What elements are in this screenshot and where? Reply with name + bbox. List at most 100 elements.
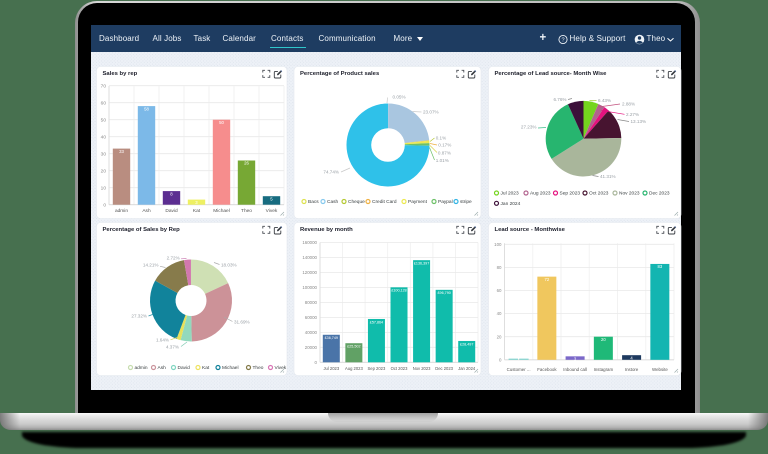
- svg-text:60000: 60000: [305, 315, 318, 320]
- svg-text:Payment: Payment: [408, 199, 428, 205]
- svg-text:David: David: [178, 365, 191, 371]
- svg-text:Website: Website: [652, 367, 668, 372]
- svg-text:Percentage of Lead source- Mon: Percentage of Lead source- Month Wise: [495, 71, 608, 77]
- svg-text:£96,790: £96,790: [437, 291, 450, 295]
- svg-text:Bacs: Bacs: [308, 199, 319, 205]
- svg-text:0.17%: 0.17%: [438, 143, 451, 148]
- svg-text:3: 3: [195, 200, 198, 205]
- svg-text:Instore: Instore: [625, 367, 639, 372]
- svg-text:0: 0: [315, 360, 318, 365]
- svg-text:Nov 2023: Nov 2023: [619, 191, 640, 197]
- svg-text:140000: 140000: [302, 255, 317, 260]
- svg-text:Oct 2023: Oct 2023: [589, 191, 609, 197]
- svg-text:80: 80: [497, 265, 502, 270]
- svg-text:5: 5: [270, 196, 273, 201]
- svg-text:31.69%: 31.69%: [234, 319, 250, 324]
- svg-text:1.64%: 1.64%: [156, 338, 169, 343]
- svg-text:6.43%: 6.43%: [598, 98, 611, 103]
- svg-text:Kat: Kat: [202, 365, 210, 371]
- svg-text:Sales by rep: Sales by rep: [103, 71, 138, 77]
- svg-text:Facebook: Facebook: [537, 367, 557, 372]
- svg-text:33: 33: [119, 149, 124, 154]
- svg-text:4: 4: [630, 355, 633, 360]
- svg-text:10: 10: [101, 185, 107, 191]
- svg-text:Credit Card: Credit Card: [372, 199, 397, 205]
- svg-text:20000: 20000: [305, 345, 318, 350]
- svg-text:Dec 2023: Dec 2023: [649, 191, 670, 197]
- svg-text:20: 20: [601, 337, 606, 342]
- svg-text:admin: admin: [135, 365, 148, 371]
- svg-text:Percentage of Sales by Rep: Percentage of Sales by Rep: [103, 227, 181, 233]
- svg-text:0: 0: [103, 202, 106, 208]
- svg-text:20: 20: [101, 168, 107, 174]
- svg-text:50: 50: [219, 120, 224, 125]
- svg-text:0.05%: 0.05%: [393, 95, 406, 100]
- svg-text:Aug 2023: Aug 2023: [530, 191, 551, 197]
- svg-text:?: ?: [561, 38, 564, 44]
- svg-text:Inbound call: Inbound call: [563, 367, 587, 372]
- svg-text:2.27%: 2.27%: [626, 112, 639, 117]
- svg-text:2.72%: 2.72%: [167, 256, 180, 261]
- svg-text:Michael: Michael: [222, 365, 239, 371]
- svg-text:60: 60: [101, 100, 107, 106]
- svg-text:74.74%: 74.74%: [323, 170, 339, 175]
- svg-text:Michael: Michael: [213, 208, 230, 214]
- svg-text:Theo: Theo: [241, 208, 252, 214]
- svg-text:40: 40: [497, 311, 502, 316]
- svg-text:160000: 160000: [302, 240, 317, 245]
- svg-text:Percentage of Product sales: Percentage of Product sales: [300, 71, 380, 77]
- svg-text:40000: 40000: [305, 330, 318, 335]
- svg-text:8: 8: [170, 191, 173, 196]
- svg-text:£36,749: £36,749: [325, 336, 338, 340]
- svg-text:70: 70: [101, 83, 107, 89]
- svg-text:23.07%: 23.07%: [423, 110, 439, 115]
- svg-text:13.13%: 13.13%: [631, 119, 647, 124]
- svg-text:Paypal: Paypal: [438, 199, 453, 205]
- svg-text:£136,397: £136,397: [414, 261, 429, 265]
- svg-text:Ash: Ash: [142, 208, 151, 214]
- svg-text:Jul 2023: Jul 2023: [501, 191, 519, 197]
- svg-text:Dec 2023: Dec 2023: [435, 366, 453, 371]
- svg-text:Vivek: Vivek: [275, 365, 287, 371]
- svg-text:58: 58: [144, 106, 149, 111]
- svg-text:100: 100: [494, 242, 502, 247]
- svg-text:stripe: stripe: [460, 199, 472, 205]
- svg-text:Jan 2024: Jan 2024: [501, 201, 521, 207]
- svg-text:0: 0: [499, 357, 502, 362]
- svg-text:6.76%: 6.76%: [553, 97, 566, 102]
- svg-text:100000: 100000: [302, 285, 317, 290]
- svg-text:Nov 2023: Nov 2023: [413, 366, 431, 371]
- svg-text:£57,864: £57,864: [370, 320, 383, 324]
- svg-text:Sep 2023: Sep 2023: [560, 191, 581, 197]
- svg-text:40: 40: [101, 134, 107, 140]
- svg-text:83: 83: [658, 264, 663, 269]
- svg-text:4.37%: 4.37%: [166, 345, 179, 350]
- svg-text:Oct 2023: Oct 2023: [391, 366, 409, 371]
- svg-text:14.21%: 14.21%: [143, 263, 159, 268]
- svg-text:26: 26: [244, 161, 249, 166]
- svg-text:Cash: Cash: [327, 199, 339, 205]
- svg-text:0.1%: 0.1%: [436, 136, 446, 141]
- svg-text:72: 72: [545, 277, 550, 282]
- svg-text:0.87%: 0.87%: [438, 151, 451, 156]
- svg-text:3: 3: [574, 357, 577, 362]
- svg-text:Customer ...: Customer ...: [507, 367, 531, 372]
- svg-text:2.88%: 2.88%: [622, 102, 635, 107]
- svg-text:Jul 2023: Jul 2023: [323, 366, 339, 371]
- svg-text:18.03%: 18.03%: [221, 263, 237, 268]
- svg-text:£28,497: £28,497: [460, 342, 473, 346]
- svg-text:Aug 2023: Aug 2023: [345, 366, 363, 371]
- svg-text:1.01%: 1.01%: [436, 158, 449, 163]
- svg-text:Kat: Kat: [193, 208, 201, 214]
- svg-text:120000: 120000: [302, 270, 317, 275]
- svg-text:David: David: [165, 208, 178, 214]
- svg-text:41.31%: 41.31%: [600, 174, 616, 179]
- svg-text:Revenue by month: Revenue by month: [300, 227, 353, 233]
- svg-text:Cheque: Cheque: [348, 199, 365, 205]
- svg-text:Theo: Theo: [253, 365, 264, 371]
- svg-text:20: 20: [497, 334, 502, 339]
- svg-text:30: 30: [101, 151, 107, 157]
- svg-text:Sep 2023: Sep 2023: [368, 366, 386, 371]
- svg-text:Instagram: Instagram: [594, 367, 614, 372]
- svg-text:admin: admin: [115, 208, 128, 214]
